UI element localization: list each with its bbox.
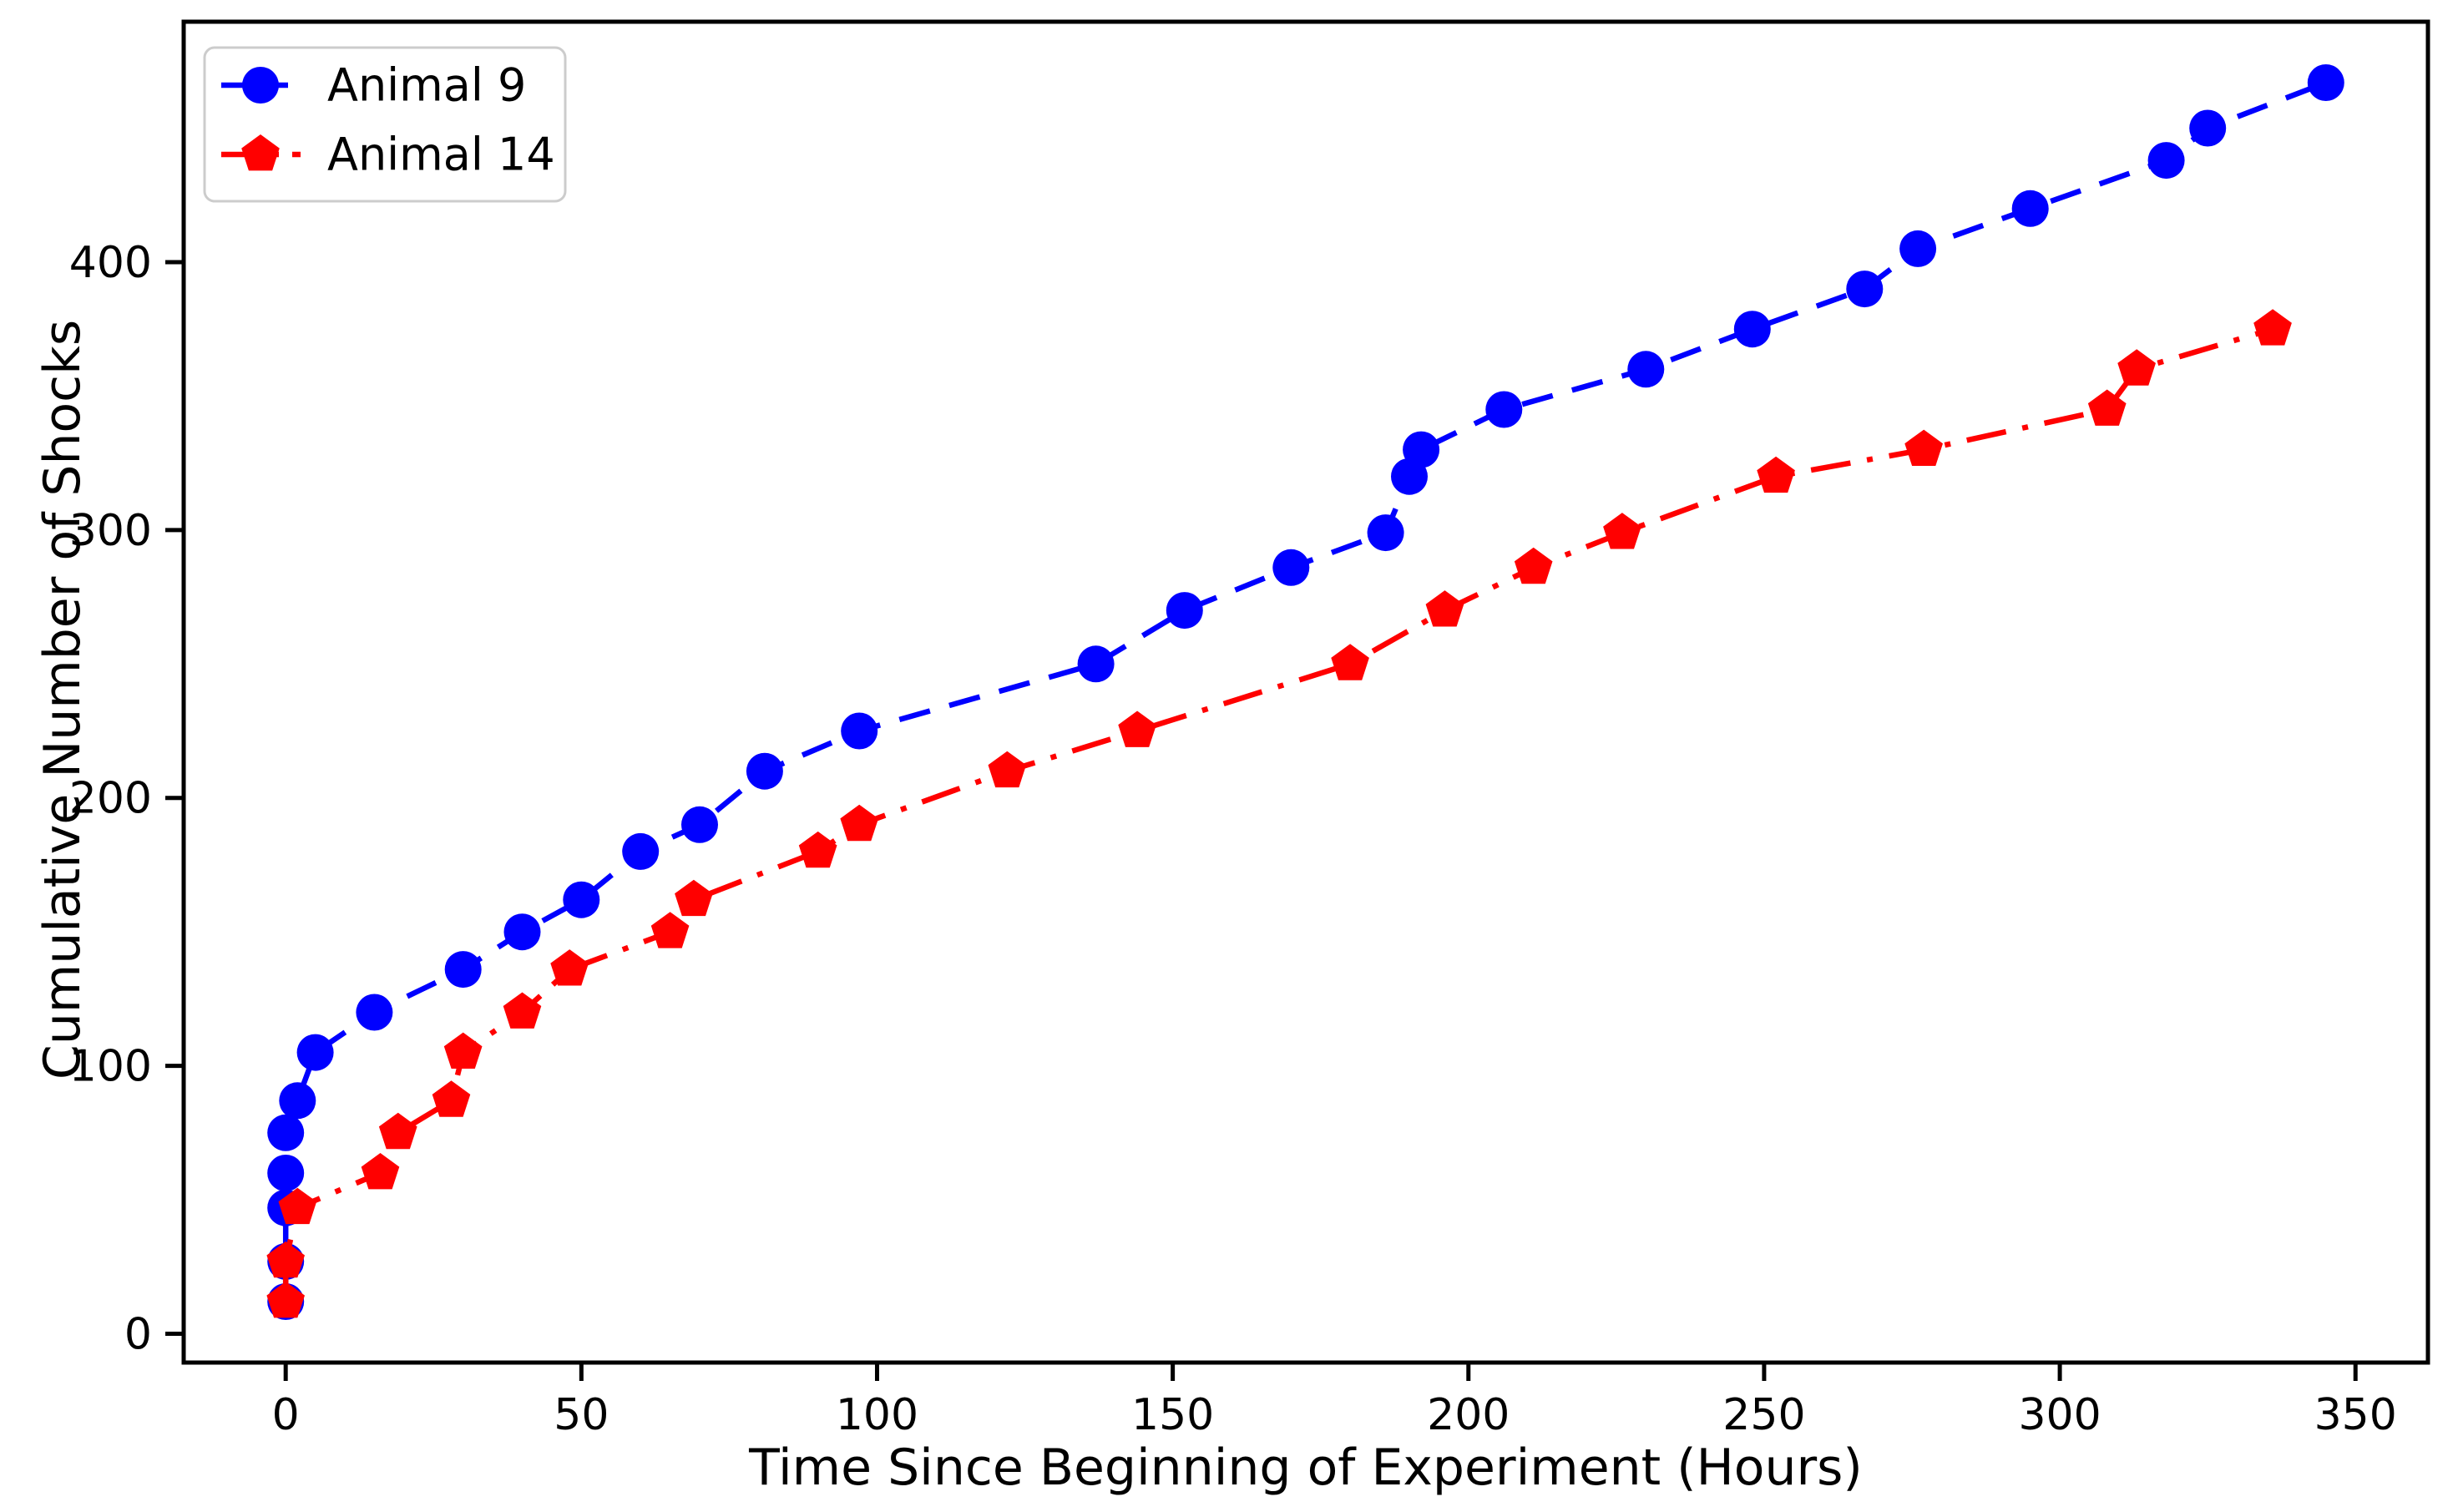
animal-9-point (2147, 142, 2185, 180)
animal-14-point (840, 804, 879, 842)
animal-9-point (356, 994, 393, 1031)
animal-14-point (550, 949, 589, 986)
y-axis-label: Cumulative Number of Shocks (33, 320, 92, 1080)
legend-marker-pentagon-icon (241, 134, 280, 171)
animal-9-point (279, 1082, 316, 1120)
x-tick-label: 300 (2018, 1390, 2101, 1440)
animal-9-point (563, 881, 600, 918)
animal-9-point (841, 712, 878, 750)
animal-14-point (266, 1282, 305, 1318)
animal-9-point (1485, 391, 1523, 428)
animal-14-point (1118, 710, 1156, 747)
animal-14-point (432, 1080, 471, 1117)
legend-item-animal-14: Animal 14 (221, 129, 555, 181)
animal-9-point (746, 752, 783, 790)
animal-9-point (1846, 271, 1884, 308)
animal-14-point (2117, 349, 2156, 386)
legend-label: Animal 14 (327, 129, 555, 181)
animal-9-point (622, 832, 660, 870)
animal-9-point (296, 1034, 334, 1071)
animal-14-point (650, 912, 690, 948)
animal-14-point (443, 1032, 483, 1069)
animal-9-point (2189, 109, 2227, 147)
y-tick-label: 200 (69, 774, 152, 824)
animal-14-point (798, 831, 837, 868)
animal-14-point (2087, 389, 2127, 426)
x-axis-ticks: 0 50 100 150 200 250 300 350 (272, 1363, 2397, 1440)
animal-14-point (361, 1153, 400, 1190)
animal-14-point (503, 992, 542, 1029)
animal-9-point (444, 951, 482, 989)
x-tick-label: 200 (1427, 1390, 1510, 1440)
animal-14-point (1514, 547, 1553, 584)
animal-9-point (503, 913, 541, 951)
animal-9-point (1733, 311, 1771, 348)
x-tick-label: 150 (1131, 1390, 1214, 1440)
animal-14-point (278, 1187, 317, 1225)
x-tick-label: 350 (2314, 1390, 2397, 1440)
y-tick-label: 300 (69, 506, 152, 556)
x-tick-label: 100 (836, 1390, 918, 1440)
animal-9-point (267, 1155, 305, 1191)
x-tick-label: 0 (272, 1390, 300, 1440)
animal-14-point (1757, 456, 1795, 493)
series-animal-9 (267, 64, 2344, 1320)
animal-9-point (2011, 190, 2049, 227)
y-axis-ticks: 0 100 200 300 400 (69, 238, 184, 1360)
animal-14-point (2253, 309, 2292, 346)
animal-9-point (2307, 64, 2344, 101)
series-animal-14 (266, 309, 2292, 1318)
animal-9-point (681, 806, 718, 843)
series-group (266, 64, 2344, 1320)
animal-14-point (1425, 590, 1464, 627)
legend-marker-circle-icon (242, 67, 279, 104)
y-tick-label: 100 (69, 1042, 152, 1092)
animal-9-point (1077, 645, 1115, 683)
animal-14-point (378, 1112, 417, 1150)
animal-9-point (1367, 514, 1404, 552)
animal-9-point (1899, 230, 1937, 267)
animal-14-point (1904, 429, 1943, 466)
legend-label: Animal 9 (327, 59, 526, 112)
legend: Animal 9 Animal 14 (203, 46, 567, 203)
x-axis-label: Time Since Beginning of Experiment (Hour… (748, 1439, 1863, 1497)
y-tick-label: 0 (124, 1310, 152, 1360)
legend-box (203, 46, 567, 203)
y-tick-label: 400 (69, 238, 152, 288)
plot-area (181, 19, 2430, 1365)
animal-9-point (1272, 549, 1310, 586)
legend-item-animal-9: Animal 9 (221, 59, 526, 112)
animal-14-point (675, 879, 713, 917)
animal-14-point (1603, 513, 1641, 549)
animal-14-point (266, 1241, 305, 1278)
animal-14-point (1331, 644, 1369, 680)
animal-9-point (267, 1114, 305, 1151)
animal-9-point (1403, 431, 1440, 468)
animal-9-point (1166, 592, 1203, 630)
animal-9-point (1627, 351, 1665, 388)
x-tick-label: 50 (554, 1390, 609, 1440)
animal-14-point (988, 751, 1027, 788)
x-tick-label: 250 (1722, 1390, 1805, 1440)
